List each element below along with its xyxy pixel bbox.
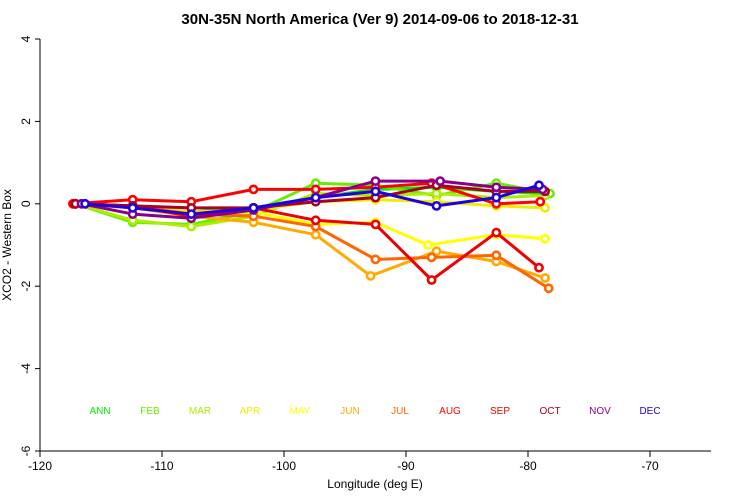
data-point <box>310 229 321 240</box>
data-point <box>248 184 259 195</box>
data-point <box>127 202 138 213</box>
data-point <box>370 176 381 186</box>
x-tick-label: -120 <box>28 459 52 473</box>
y-tick-label: -2 <box>19 281 33 292</box>
x-tick-label: -80 <box>519 459 537 473</box>
plot-area: -120 -110 -100 -90 -80 -70 -6 -4 -2 0 2 4 ANN FEB MA… <box>19 35 711 473</box>
x-axis-label: Longitude (deg E) <box>327 477 422 491</box>
legend: ANN FEB MAR APR MAY JUN JUL AUG SEP OCT NOV DEC <box>89 406 660 417</box>
legend-entry: MAR <box>189 406 211 417</box>
data-point <box>540 233 550 244</box>
y-tick-label: -6 <box>19 445 33 456</box>
data-point <box>310 184 321 195</box>
series-layer <box>68 176 555 294</box>
legend-entry: OCT <box>539 406 560 417</box>
data-point <box>186 221 197 232</box>
x-tick-label: -90 <box>397 459 415 473</box>
data-point <box>431 188 442 199</box>
legend-entry: AUG <box>439 406 461 417</box>
data-point <box>431 200 442 211</box>
legend-entry: ANN <box>89 406 110 417</box>
data-point <box>535 196 546 207</box>
data-point <box>186 209 197 219</box>
data-point <box>540 202 550 213</box>
data-point <box>540 273 550 283</box>
y-tick-label: 0 <box>19 200 33 207</box>
data-point <box>365 270 376 281</box>
data-point <box>491 182 502 193</box>
legend-entry: SEP <box>490 406 510 417</box>
data-point <box>310 192 321 203</box>
legend-entry: MAY <box>290 406 311 417</box>
data-point <box>534 262 544 273</box>
x-tick-label: -110 <box>150 459 173 473</box>
legend-entry: JUN <box>340 406 359 417</box>
chart-title: 30N-35N North America (Ver 9) 2014-09-06… <box>181 11 578 28</box>
series-dec <box>80 180 544 219</box>
legend-entry: DEC <box>639 406 660 417</box>
legend-entry: NOV <box>589 406 611 417</box>
data-point <box>426 275 437 285</box>
data-point <box>491 227 502 238</box>
series-jun <box>70 198 550 283</box>
legend-entry: FEB <box>140 406 160 417</box>
data-point <box>423 240 433 250</box>
y-axis-label: XCO2 - Western Box <box>0 189 14 301</box>
y-tick-label: -4 <box>19 363 33 374</box>
data-point <box>310 215 321 226</box>
y-ticks: -6 -4 -2 0 2 4 <box>19 35 40 456</box>
data-point <box>491 192 502 203</box>
data-point <box>80 198 90 209</box>
data-point <box>370 186 381 197</box>
data-point <box>248 202 259 213</box>
legend-entry: APR <box>240 406 261 417</box>
y-tick-label: 4 <box>19 35 33 42</box>
x-tick-label: -100 <box>272 459 296 473</box>
data-point <box>543 283 554 294</box>
y-tick-label: 2 <box>19 118 33 125</box>
data-point <box>370 219 381 230</box>
data-point <box>426 252 437 263</box>
data-point <box>534 180 544 191</box>
data-point <box>431 246 442 257</box>
data-point <box>370 254 381 265</box>
data-point <box>435 176 446 186</box>
legend-entry: JUL <box>391 406 409 417</box>
series-sep <box>70 198 544 285</box>
data-point <box>491 250 502 261</box>
x-tick-label: -70 <box>641 459 659 473</box>
x-ticks: -120 -110 -100 -90 -80 -70 <box>28 451 659 473</box>
